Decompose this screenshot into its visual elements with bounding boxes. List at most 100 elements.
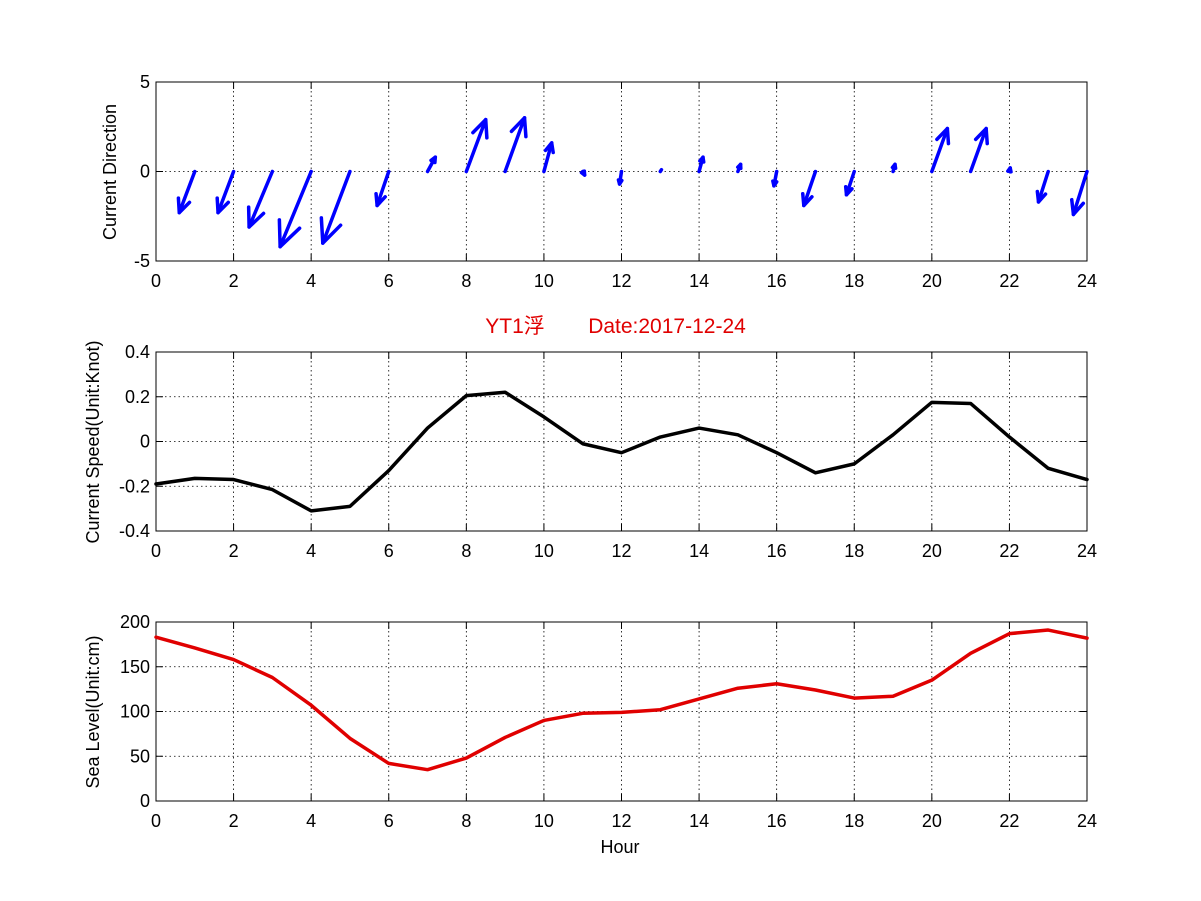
current-direction-arrowhead [509, 116, 528, 139]
current-direction-ytick-label: 0 [140, 162, 150, 182]
current-direction-arrow [542, 141, 554, 174]
sea-level-xtick-label: 24 [1077, 811, 1097, 831]
current-speed-ylabel: Current Speed(Unit:Knot) [83, 340, 103, 543]
current-speed-xtick-label: 20 [922, 541, 942, 561]
current-direction-xtick-label: 4 [306, 271, 316, 291]
current-direction-xtick-label: 20 [922, 271, 942, 291]
sea-level-xtick-label: 6 [384, 811, 394, 831]
current-direction-xtick-label: 22 [999, 271, 1019, 291]
current-speed-ytick-label: -0.4 [119, 521, 150, 541]
current-direction-arrow [802, 169, 818, 208]
current-direction-arrow [968, 126, 988, 174]
current-direction-arrow [503, 116, 527, 174]
current-direction-xtick-label: 16 [767, 271, 787, 291]
current-direction-ytick-label: 5 [140, 72, 150, 92]
current-direction-arrowhead [429, 155, 438, 165]
current-direction-arrowhead [543, 141, 555, 155]
sea-level-ytick-label: 50 [130, 746, 150, 766]
current-speed-panel: 0 2 4 6 8 10 12 14 16 18 20 22 24-0.4-0.200.20.4 [119, 342, 1097, 561]
current-direction-xtick-label: 6 [384, 271, 394, 291]
current-direction-arrow [321, 169, 352, 245]
current-speed-xtick-label: 24 [1077, 541, 1097, 561]
sea-level-ytick-label: 100 [120, 702, 150, 722]
current-speed-xtick-label: 18 [844, 541, 864, 561]
current-direction-arrowhead [215, 196, 231, 215]
sea-level-ytick-label: 150 [120, 657, 150, 677]
sea-level-ylabel: Sea Level(Unit:cm) [83, 635, 103, 788]
current-direction-arrowhead [935, 126, 951, 146]
current-direction-arrowhead [736, 162, 743, 171]
current-direction-ylabel: Current Direction [100, 104, 120, 240]
current-speed-xtick-label: 14 [689, 541, 709, 561]
sea-level-xtick-label: 14 [689, 811, 709, 831]
sea-level-ytick-label: 200 [120, 612, 150, 632]
current-direction-arrowhead [843, 184, 854, 197]
sea-level-xtick-label: 8 [461, 811, 471, 831]
current-direction-arrowhead [801, 191, 814, 208]
current-direction-xtick-label: 18 [844, 271, 864, 291]
current-direction-arrow [177, 169, 197, 215]
current-direction-arrow [216, 169, 236, 215]
current-direction-arrowhead [890, 162, 898, 171]
current-direction-arrow [278, 169, 313, 249]
current-direction-arrow [658, 167, 664, 174]
current-direction-arrowhead [1069, 197, 1086, 217]
current-speed-xtick-label: 10 [534, 541, 554, 561]
current-direction-arrowhead [973, 126, 989, 146]
current-direction-arrowhead [698, 155, 706, 164]
current-direction-arrowhead [319, 216, 343, 245]
current-direction-xtick-label: 24 [1077, 271, 1097, 291]
current-direction-xtick-label: 2 [229, 271, 239, 291]
current-speed-ytick-label: 0 [140, 432, 150, 452]
current-speed-xtick-label: 6 [384, 541, 394, 561]
current-direction-arrow [375, 169, 391, 208]
sea-level-xtick-label: 18 [844, 811, 864, 831]
current-direction-arrowhead [277, 218, 302, 249]
current-speed-xtick-label: 22 [999, 541, 1019, 561]
current-speed-ytick-label: 0.2 [125, 387, 150, 407]
current-direction-arrow [247, 169, 275, 229]
current-speed-xtick-label: 16 [767, 541, 787, 561]
current-speed-xtick-label: 4 [306, 541, 316, 561]
sea-level-xtick-label: 10 [534, 811, 554, 831]
current-direction-arrowhead [1035, 189, 1048, 204]
current-direction-xtick-label: 10 [534, 271, 554, 291]
current-direction-arrowhead [176, 196, 192, 215]
current-direction-arrow [1071, 169, 1089, 217]
current-speed-xtick-label: 2 [229, 541, 239, 561]
current-direction-arrow [930, 126, 950, 174]
current-direction-arrowhead [579, 169, 587, 177]
sea-level-xtick-label: 4 [306, 811, 316, 831]
current-speed-ytick-label: -0.2 [119, 476, 150, 496]
current-speed-xtick-label: 0 [151, 541, 161, 561]
current-speed-xtick-label: 8 [461, 541, 471, 561]
sea-level-ytick-label: 0 [140, 791, 150, 811]
sea-level-line [154, 628, 1089, 772]
current-speed-xtick-label: 12 [611, 541, 631, 561]
sea-level-xtick-label: 20 [922, 811, 942, 831]
sea-level-xtick-label: 22 [999, 811, 1019, 831]
current-direction-arrowhead [1006, 166, 1013, 174]
current-direction-xtick-label: 12 [611, 271, 631, 291]
current-direction-xtick-label: 8 [461, 271, 471, 291]
current-speed-line [154, 390, 1089, 513]
current-direction-arrowhead [374, 191, 387, 208]
current-direction-arrowhead [246, 205, 266, 229]
current-direction-arrow [1036, 169, 1050, 204]
current-direction-arrowhead [616, 178, 624, 186]
current-direction-arrow [464, 117, 488, 174]
sea-level-xtick-label: 0 [151, 811, 161, 831]
current-direction-xtick-label: 14 [689, 271, 709, 291]
chart-title-date: Date:2017-12-24 [588, 315, 746, 338]
sea-level-xlabel: Hour [600, 837, 639, 857]
sea-level-xtick-label: 12 [611, 811, 631, 831]
current-speed-ytick-label: 0.4 [125, 342, 150, 362]
chart-title-station: YT1浮 [485, 315, 545, 338]
current-direction-arrowhead [471, 117, 489, 140]
sea-level-xtick-label: 16 [767, 811, 787, 831]
current-direction-ytick-label: -5 [134, 251, 150, 271]
sea-level-xtick-label: 2 [229, 811, 239, 831]
